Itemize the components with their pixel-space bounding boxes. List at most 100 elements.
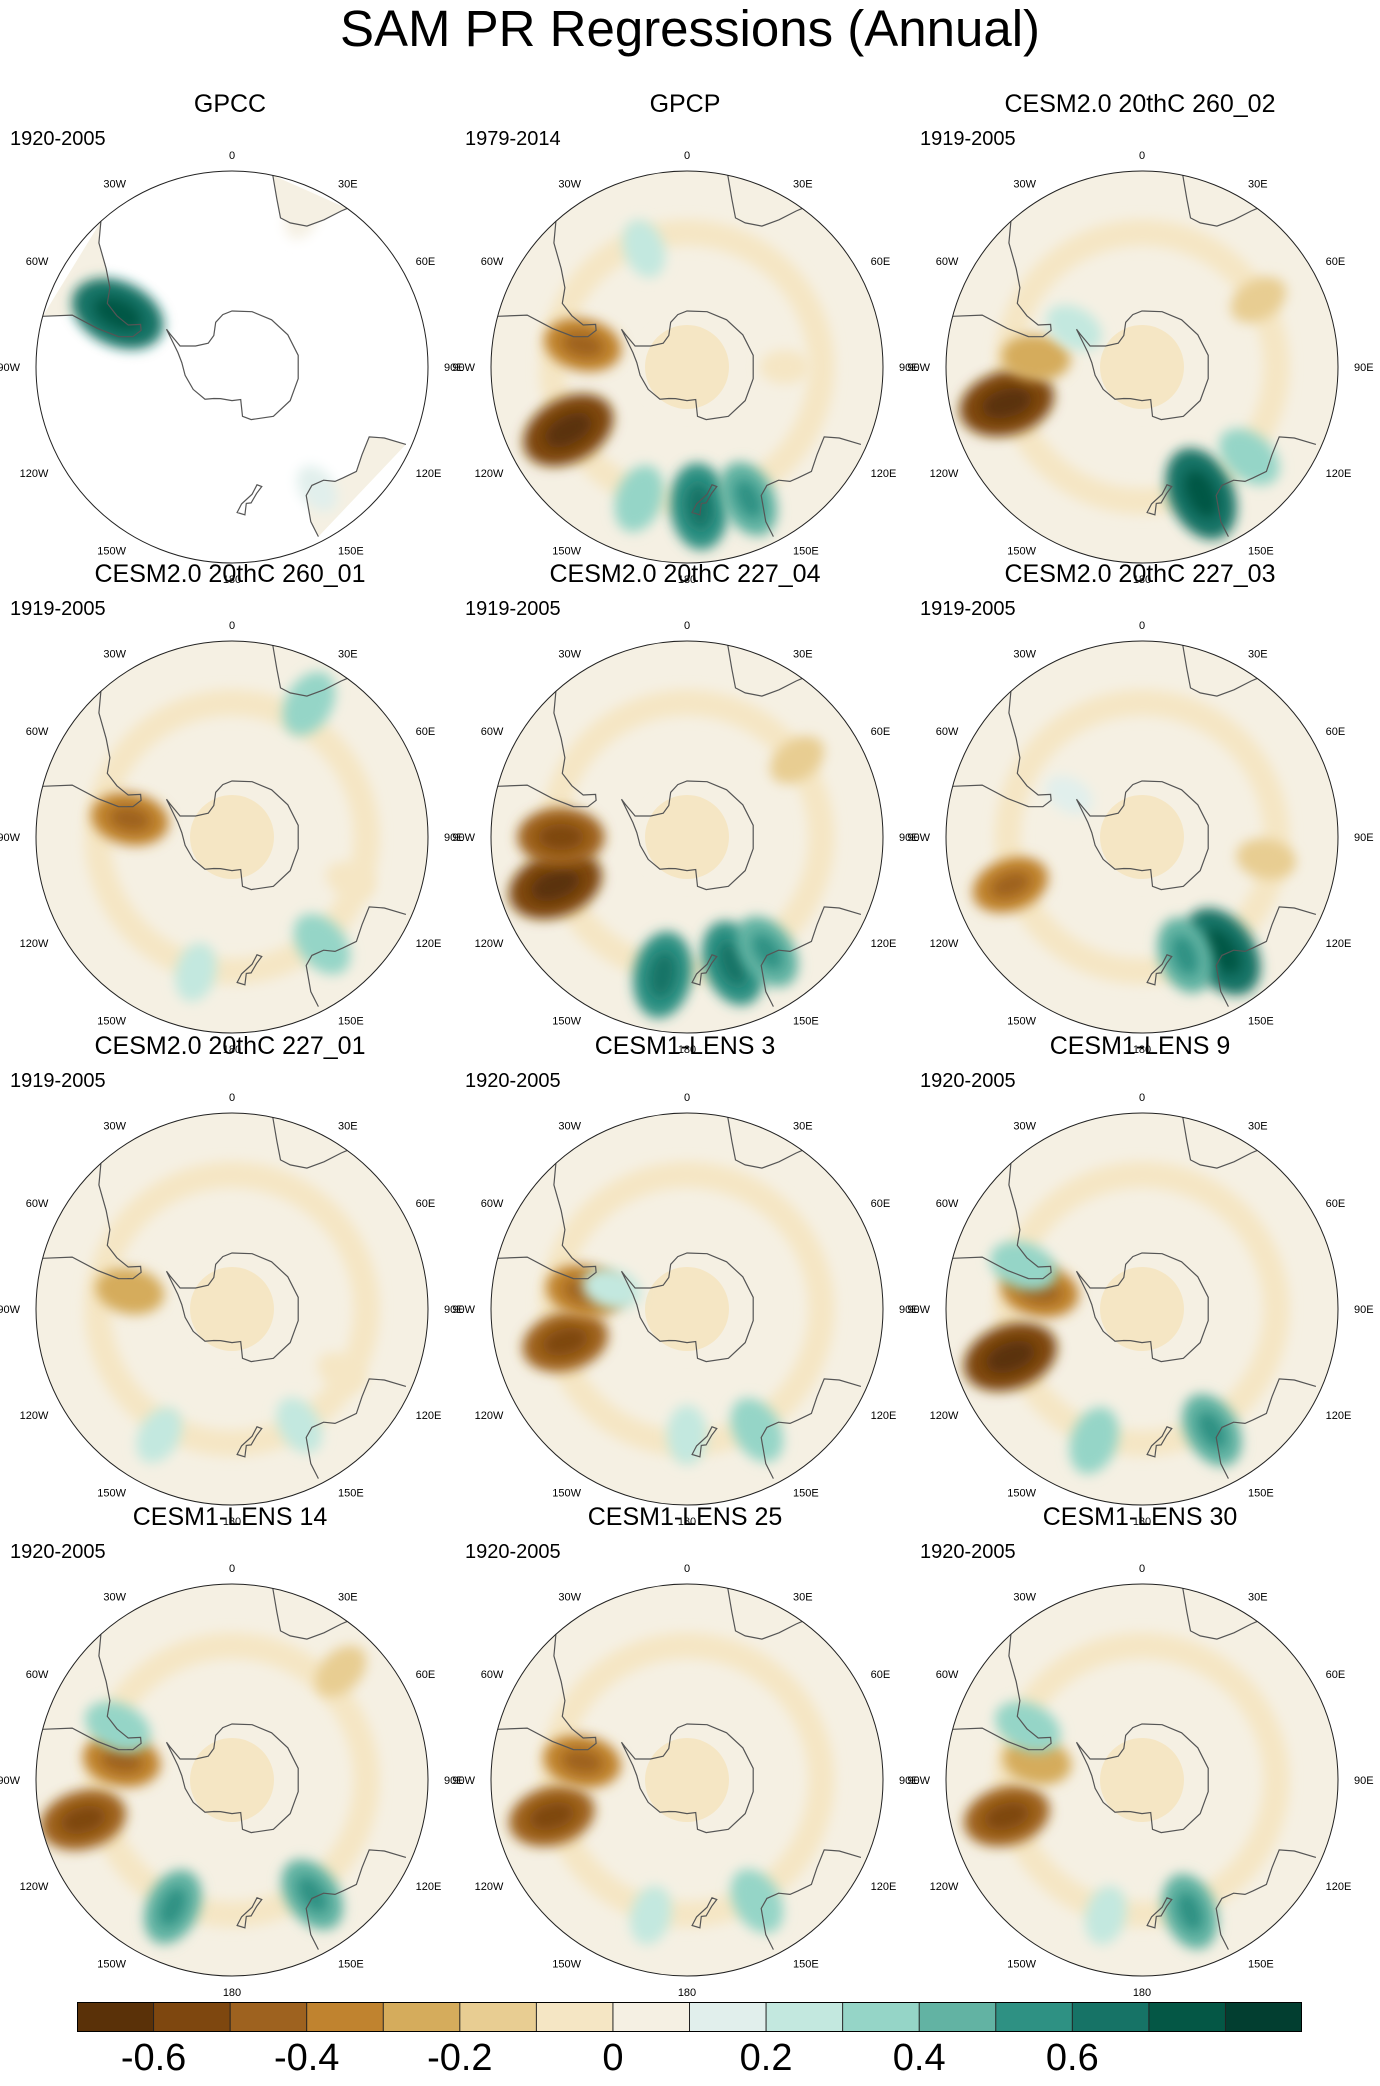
- anomaly-blob: [759, 350, 811, 384]
- anomaly-core: [544, 412, 592, 448]
- longitude-label: 0: [1139, 150, 1145, 162]
- polar-map: 0 30E 60E 90E 120E 150E 180 150W 120W 90W 60W 30W: [0, 1092, 464, 1528]
- coastline: [1215, 436, 1317, 537]
- longitude-label: 90E: [899, 1304, 919, 1316]
- longitude-label: 0: [1139, 1563, 1145, 1575]
- colorbar: [77, 2002, 1302, 2032]
- longitude-label: 60W: [481, 726, 504, 738]
- panel-title: CESM2.0 20thC 227_01: [94, 1032, 366, 1060]
- longitude-label: 30W: [1013, 1591, 1036, 1603]
- longitude-label: 150E: [793, 1488, 819, 1500]
- longitude-label: 180: [223, 1044, 241, 1056]
- polar-cap: [1100, 1267, 1184, 1351]
- coastline: [952, 221, 1052, 338]
- longitude-label: 120W: [930, 1881, 959, 1893]
- longitude-label: 60W: [26, 256, 49, 268]
- longitude-label: 180: [678, 1987, 696, 1999]
- colorbar-swatch: [153, 2002, 232, 2032]
- longitude-label: 150W: [1007, 1959, 1036, 1971]
- colorbar-swatch: [612, 2002, 691, 2032]
- longitude-label: 30E: [793, 1591, 813, 1603]
- longitude-label: 150W: [552, 546, 581, 558]
- longitude-label: 60W: [936, 1669, 959, 1681]
- longitude-label: 120W: [930, 468, 959, 480]
- longitude-label: 150E: [338, 1016, 364, 1028]
- coastline: [272, 175, 348, 227]
- polar-cap: [645, 1738, 729, 1822]
- longitude-label: 180: [223, 1516, 241, 1528]
- longitude-label: 150W: [97, 1959, 126, 1971]
- anomaly-core: [984, 1802, 1030, 1831]
- map-border: [490, 1112, 884, 1506]
- anomaly-core: [1176, 1891, 1203, 1932]
- coastline: [620, 1723, 754, 1834]
- anomaly-core: [1172, 935, 1199, 976]
- longitude-label: 30E: [338, 1591, 358, 1603]
- panel-title: CESM1-LENS 30: [1042, 1503, 1238, 1531]
- longitude-label: 150E: [1248, 1016, 1274, 1028]
- anomaly-core: [159, 1887, 187, 1927]
- longitude-label: 90E: [444, 1304, 464, 1316]
- colorbar-tick-label: 0.6: [1045, 2037, 1099, 2079]
- anomaly-blob: [614, 465, 664, 532]
- colorbar-swatch: [459, 2002, 538, 2032]
- anomaly-core: [109, 806, 151, 832]
- map-panel: CESM1-LENS 14 0 30E 60E 90E 120E 150E 180 150W 12…: [0, 1503, 464, 1999]
- longitude-label: 150W: [1007, 1016, 1036, 1028]
- coastline: [165, 310, 299, 421]
- map-border: [490, 170, 884, 564]
- anomaly-blob: [1069, 1407, 1119, 1474]
- polar-cap: [190, 1738, 274, 1822]
- longitude-label: 150E: [338, 1488, 364, 1500]
- longitude-label: 120E: [1326, 468, 1352, 480]
- colorbar-tick-label: -0.2: [427, 2037, 493, 2079]
- coastline: [1215, 906, 1317, 1007]
- polar-map: 0 30E 60E 90E 120E 150E 180 150W 120W 90W 60W 30W: [0, 150, 464, 586]
- longitude-label: 90W: [0, 832, 21, 844]
- longitude-label: 60E: [871, 1669, 891, 1681]
- polar-map: 0 30E 60E 90E 120E 150E 180 150W 120W 90W 60W 30W: [907, 1563, 1373, 1999]
- longitude-label: 150E: [1248, 546, 1274, 558]
- panel-period: 1919-2005: [920, 128, 1016, 150]
- anomaly-core: [296, 1876, 328, 1914]
- longitude-label: 90E: [444, 832, 464, 844]
- longitude-label: 30W: [558, 178, 581, 190]
- longitude-label: 0: [684, 150, 690, 162]
- longitude-label: 30E: [1248, 648, 1268, 660]
- map-background: [36, 171, 428, 563]
- coastline: [165, 1252, 299, 1363]
- coastline: [165, 780, 299, 891]
- anomaly-core: [93, 296, 142, 331]
- colorbar-swatch: [1071, 2002, 1150, 2032]
- coastline: [620, 780, 754, 891]
- longitude-label: 30W: [103, 648, 126, 660]
- anomaly-blob: [325, 861, 376, 899]
- negative-ring: [84, 1632, 380, 1928]
- longitude-label: 180: [678, 1516, 696, 1528]
- longitude-label: 60E: [1326, 726, 1346, 738]
- coastline: [305, 1378, 407, 1479]
- coastline: [1146, 1426, 1173, 1458]
- longitude-label: 150W: [1007, 1488, 1036, 1500]
- longitude-label: 120W: [20, 1881, 49, 1893]
- longitude-label: 30W: [558, 1591, 581, 1603]
- colorbar-swatch: [229, 2002, 308, 2032]
- negative-ring: [994, 1161, 1290, 1457]
- land-fill: [42, 221, 142, 337]
- coastline: [620, 310, 754, 421]
- map-border: [945, 640, 1339, 1034]
- polar-cap: [645, 325, 729, 409]
- polar-cap: [1100, 795, 1184, 879]
- map-border: [945, 1583, 1339, 1977]
- longitude-label: 90W: [907, 1304, 930, 1316]
- longitude-label: 180: [223, 574, 241, 586]
- coastline: [1215, 1378, 1317, 1479]
- panel-period: 1920-2005: [465, 1070, 561, 1092]
- coastline: [1182, 1117, 1258, 1169]
- map-border: [35, 640, 429, 1034]
- panel-title: CESM1-LENS 9: [1049, 1032, 1231, 1060]
- coastline: [272, 1588, 348, 1640]
- anomaly-core: [530, 868, 580, 902]
- anomaly-blob: [317, 1352, 365, 1392]
- longitude-label: 60W: [481, 1669, 504, 1681]
